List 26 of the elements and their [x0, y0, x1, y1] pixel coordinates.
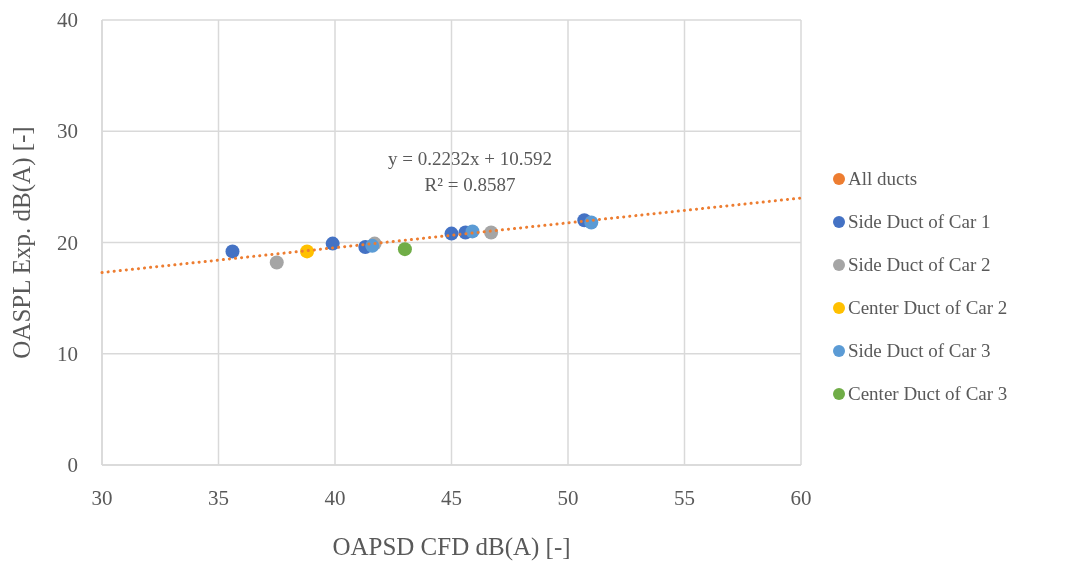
y-tick-label: 40	[57, 8, 78, 32]
x-tick-label: 40	[324, 486, 346, 510]
x-tick-label: 55	[674, 486, 695, 510]
y-tick-label: 10	[57, 341, 78, 366]
legend-label: Side Duct of Car 1	[848, 211, 991, 232]
y-tick-label: 0	[67, 453, 78, 477]
legend-label: Side Duct of Car 2	[848, 254, 991, 275]
y-axis-title: OASPL Exp. dB(A) [-]	[8, 126, 36, 359]
point	[225, 244, 240, 259]
x-tick-label: 30	[91, 486, 113, 510]
point	[397, 242, 412, 257]
y-tick-label: 30	[57, 119, 78, 144]
x-tick-label: 35	[208, 486, 229, 510]
legend-label: Center Duct of Car 2	[848, 297, 1008, 318]
legend-label: Center Duct of Car 3	[848, 383, 1008, 404]
x-tick-label: 50	[557, 486, 579, 510]
y-tick-label: 20	[57, 230, 78, 255]
point	[269, 255, 284, 270]
x-axis-title: OAPSD CFD dB(A) [-]	[332, 533, 571, 561]
x-tick-label: 60	[790, 486, 812, 510]
point	[325, 236, 340, 251]
x-tick-label: 45	[441, 486, 462, 510]
annotation: y = 0.2232x + 10.592	[388, 148, 552, 169]
legend-label: All ducts	[848, 168, 918, 189]
legend-label: Side Duct of Car 3	[848, 340, 991, 361]
annotation: R² = 0.8587	[424, 174, 516, 195]
